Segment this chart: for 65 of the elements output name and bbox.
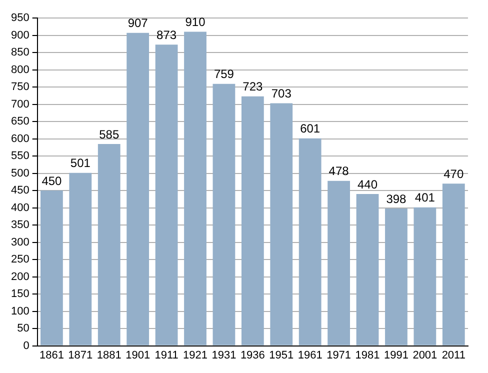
y-tick-label: 350 — [10, 219, 30, 232]
x-tick-label: 1871 — [68, 349, 93, 362]
data-label: 501 — [70, 156, 91, 170]
data-label: 759 — [214, 67, 234, 82]
bar — [328, 180, 350, 346]
bar — [356, 194, 379, 346]
y-tick-label: 750 — [10, 81, 30, 94]
data-label: 703 — [271, 86, 292, 101]
x-tick-label: 1981 — [355, 349, 380, 362]
x-tick-label: 1991 — [384, 349, 408, 362]
y-tick-label: 200 — [10, 270, 30, 283]
x-tick-label: 1951 — [269, 349, 294, 362]
x-tick-label: 1921 — [183, 349, 208, 362]
bar — [385, 208, 408, 346]
y-tick-label: 0 — [23, 340, 30, 352]
y-tick-label: 500 — [10, 167, 30, 180]
y-tick-label: 550 — [10, 150, 30, 162]
bar — [298, 138, 322, 346]
y-tick-label: 450 — [10, 184, 30, 197]
bar — [69, 172, 92, 346]
bar — [241, 96, 264, 346]
x-tick-label: 1931 — [212, 349, 236, 362]
bar — [155, 44, 178, 346]
data-label: 470 — [444, 166, 464, 181]
x-tick-label: 1911 — [154, 349, 178, 362]
data-label: 401 — [414, 190, 436, 205]
bar — [98, 144, 120, 346]
data-label: 907 — [128, 16, 148, 30]
y-tick-label: 600 — [10, 132, 30, 145]
y-tick-label: 650 — [10, 116, 30, 128]
x-tick-label: 1961 — [298, 349, 322, 362]
data-label: 440 — [358, 177, 378, 192]
y-tick-label: 300 — [10, 236, 30, 248]
x-tick-label: 2001 — [412, 349, 438, 362]
data-label: 585 — [99, 127, 120, 142]
y-tick-label: 950 — [10, 12, 30, 24]
data-label: 450 — [42, 174, 62, 188]
y-tick-label: 900 — [10, 29, 30, 42]
data-label: 601 — [300, 122, 320, 136]
bar — [184, 32, 206, 346]
bar — [442, 184, 465, 346]
y-tick-label: 150 — [10, 288, 30, 300]
data-label: 478 — [328, 164, 350, 178]
y-tick-label: 700 — [10, 98, 30, 110]
bar — [270, 103, 293, 346]
y-tick-label: 850 — [10, 46, 30, 59]
x-tick-label: 1861 — [39, 349, 64, 362]
bar — [212, 84, 236, 346]
bar — [126, 32, 150, 346]
data-label: 398 — [386, 192, 407, 206]
data-label: 723 — [242, 80, 264, 94]
x-tick-label: 1881 — [96, 349, 122, 362]
y-tick-label: 50 — [17, 322, 30, 335]
data-label: 873 — [156, 28, 177, 42]
data-label: 910 — [185, 15, 206, 30]
x-tick-label: 1901 — [126, 349, 150, 362]
y-tick-label: 400 — [10, 202, 30, 214]
x-tick-label: 1936 — [240, 349, 265, 362]
bar — [414, 207, 436, 346]
x-tick-label: 1971 — [326, 349, 352, 362]
bar — [40, 190, 63, 346]
y-tick-label: 250 — [10, 254, 30, 266]
y-tick-label: 100 — [10, 305, 30, 318]
x-tick-label: 2011 — [442, 349, 466, 362]
y-tick-label: 800 — [10, 64, 30, 76]
